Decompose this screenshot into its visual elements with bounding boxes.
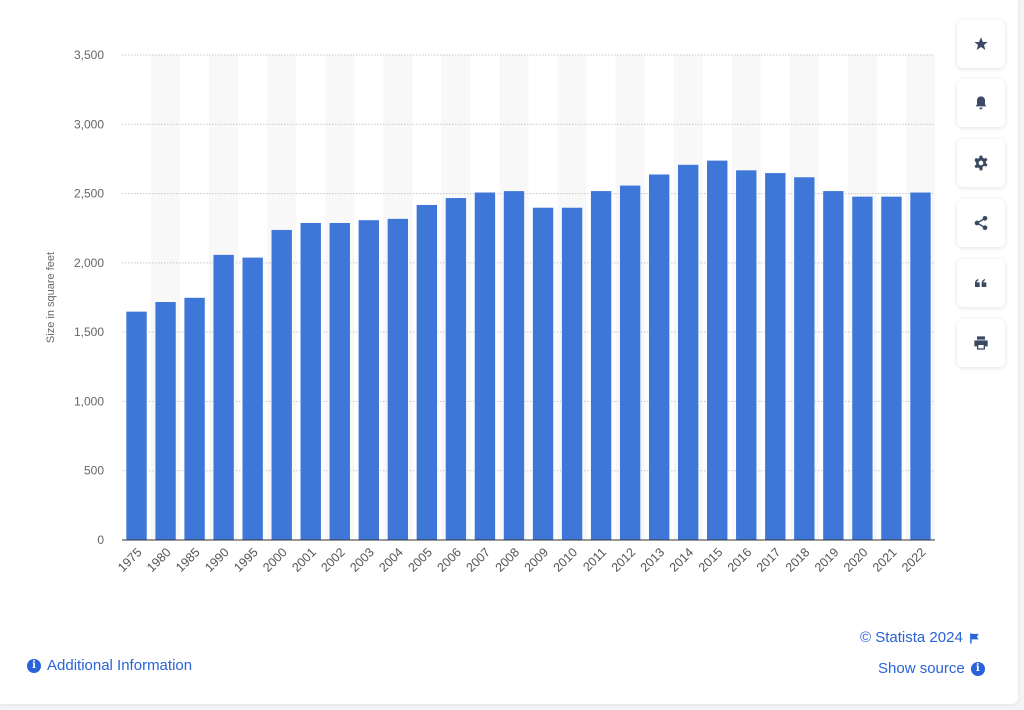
flag-icon xyxy=(969,632,979,643)
x-tick-label: 2003 xyxy=(347,545,377,575)
gear-icon xyxy=(974,155,988,171)
x-tick-label: 2021 xyxy=(870,545,900,575)
bar-2010 xyxy=(561,207,583,541)
x-tick-label: 2018 xyxy=(783,545,813,575)
additional-information-text: Additional Information xyxy=(47,657,193,674)
y-axis-label: Size in square feet xyxy=(45,252,57,343)
x-tick-label: 1995 xyxy=(231,545,261,575)
bar-2013 xyxy=(648,173,670,541)
y-tick-label: 0 xyxy=(97,533,104,547)
x-tick-label: 2016 xyxy=(725,545,755,575)
bar-2011 xyxy=(590,190,612,541)
x-tick-label: 2008 xyxy=(493,545,523,575)
y-tick-label: 2,500 xyxy=(74,187,104,201)
x-tick-label: 2000 xyxy=(260,545,290,575)
x-tick-label: 1990 xyxy=(202,545,232,575)
x-tick-label: 1975 xyxy=(115,545,145,575)
x-tick-label: 2005 xyxy=(405,545,435,575)
x-tick-label: 1985 xyxy=(173,545,203,575)
bar-2015 xyxy=(706,160,729,541)
x-tick-label: 2022 xyxy=(899,545,929,575)
info-icon: i xyxy=(27,658,41,673)
bar-2017 xyxy=(764,172,787,541)
bar-2022 xyxy=(909,191,932,541)
bar-chart: 0 500 1,000 1,500 2,000 2,500 3,000 3,500 Size i… xyxy=(45,48,935,575)
print-button[interactable] xyxy=(957,319,1005,367)
bar-2004 xyxy=(387,218,409,541)
x-tick-label: 2006 xyxy=(434,545,464,575)
x-tick-label: 2001 xyxy=(289,545,319,575)
x-tick-label: 2014 xyxy=(667,545,697,575)
y-tick-label: 1,500 xyxy=(74,325,104,339)
x-tick-label: 2019 xyxy=(812,545,842,575)
bar-2007 xyxy=(474,191,496,541)
y-tick-label: 2,000 xyxy=(74,256,104,270)
x-tick-label: 2020 xyxy=(841,545,871,575)
show-source-text: Show source xyxy=(878,660,965,677)
bar-2009 xyxy=(532,207,554,541)
bar-2003 xyxy=(358,219,380,541)
bar-2016 xyxy=(735,169,758,541)
x-tick-label: 2009 xyxy=(522,545,552,575)
bar-2002 xyxy=(328,222,351,541)
bar-2001 xyxy=(299,222,322,541)
bar-2012 xyxy=(619,184,641,541)
x-tick-label: 2017 xyxy=(754,545,784,575)
x-tick-label: 2013 xyxy=(638,545,668,575)
info-icon: i xyxy=(970,661,985,676)
bar-1995 xyxy=(241,257,264,541)
bar-2006 xyxy=(445,197,467,541)
x-tick-label: 2012 xyxy=(609,545,639,575)
bar-2000 xyxy=(270,229,293,541)
bar-2008 xyxy=(503,190,525,541)
x-tick-label: 2002 xyxy=(318,545,348,575)
x-tick-label: 2007 xyxy=(464,545,494,575)
bell-icon xyxy=(975,96,987,110)
print-icon xyxy=(974,336,988,350)
y-tick-label: 1,000 xyxy=(74,394,104,408)
favorite-button[interactable] xyxy=(957,20,1005,68)
share-button[interactable] xyxy=(957,199,1005,247)
x-tick-label: 2004 xyxy=(376,545,406,575)
bar-1980 xyxy=(154,301,177,541)
y-tick-label: 500 xyxy=(84,464,104,478)
bar-1985 xyxy=(183,297,206,541)
settings-button[interactable] xyxy=(957,139,1005,187)
x-tick-label: 2015 xyxy=(696,545,726,575)
bar-2018 xyxy=(793,176,816,541)
bar-2014 xyxy=(677,164,699,541)
show-source-link[interactable]: Show source i xyxy=(878,660,985,677)
notification-button[interactable] xyxy=(957,79,1005,127)
bar-1975 xyxy=(125,311,148,541)
copyright-text: © Statista 2024 xyxy=(860,629,963,646)
bar-2020 xyxy=(851,196,874,541)
x-tick-label: 2010 xyxy=(551,545,581,575)
y-tick-label: 3,500 xyxy=(74,48,104,62)
x-tick-label: 2011 xyxy=(580,545,609,574)
quote-icon xyxy=(975,279,987,287)
share-icon xyxy=(974,216,988,230)
additional-information-link[interactable]: Additional Information i xyxy=(27,657,192,674)
bar-2021 xyxy=(880,196,903,541)
bar-1990 xyxy=(212,254,235,541)
y-tick-label: 3,000 xyxy=(74,117,104,131)
bar-2019 xyxy=(822,190,845,541)
copyright-link[interactable]: © Statista 2024 xyxy=(860,629,980,646)
star-icon xyxy=(974,37,988,50)
bar-2005 xyxy=(416,204,438,541)
x-tick-label: 1980 xyxy=(144,545,174,575)
cite-button[interactable] xyxy=(957,259,1005,307)
